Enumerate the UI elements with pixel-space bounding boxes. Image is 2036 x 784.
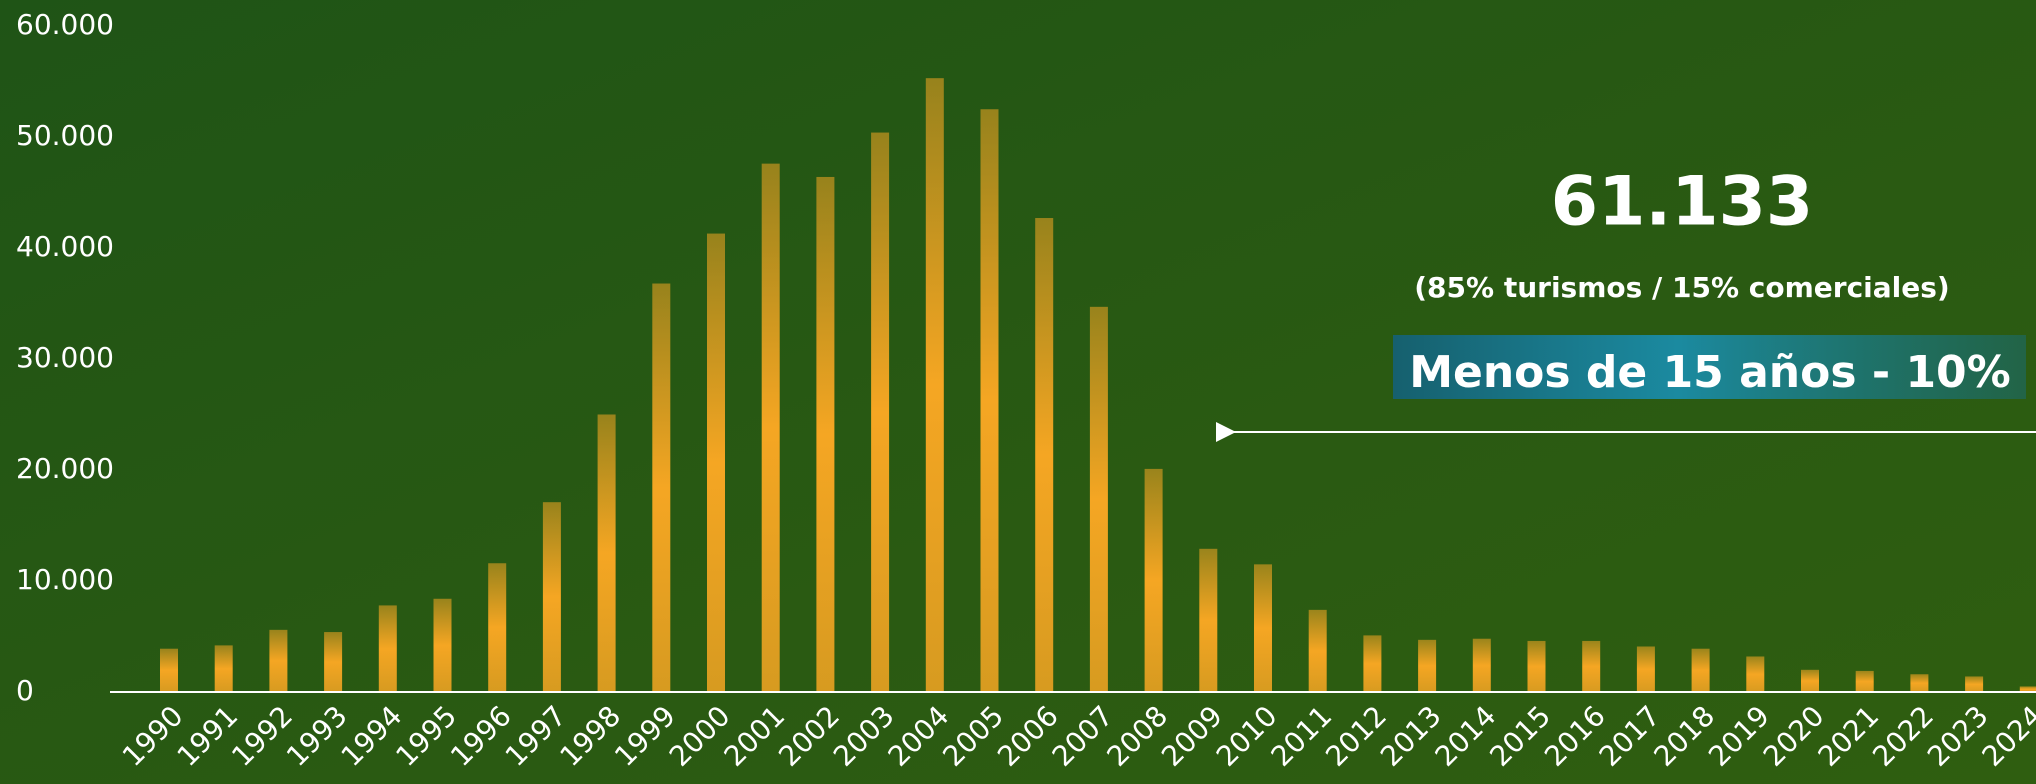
bar [925,78,944,693]
bar [1254,564,1272,692]
bar [597,414,616,692]
bar [1363,635,1382,692]
split-annotation: (85% turismos / 15% comerciales) [1414,271,1949,304]
highlight-annotation: Menos de 15 años - 10% [1409,347,2011,398]
bar [433,598,452,692]
y-tick-label: 10.000 [16,563,114,596]
bar [269,629,288,692]
total-annotation: 61.133 [1551,163,1813,242]
bar [980,109,999,692]
bar [1691,648,1710,692]
bar [1144,468,1163,692]
bar [160,648,178,692]
bar [1965,676,1984,692]
y-tick-label: 40.000 [16,230,114,263]
bars [160,78,2036,693]
bar [1199,548,1218,692]
bar [1636,646,1655,692]
bar [707,233,725,692]
bar [542,502,561,692]
bar [1418,639,1437,692]
bar [1801,669,1819,692]
bar [2019,686,2036,692]
y-tick-label: 60.000 [16,8,114,41]
bar [1582,640,1601,692]
bar [1308,609,1327,692]
bar [871,132,890,692]
bar [378,605,397,692]
y-tick-label: 0 [16,674,34,707]
bar [761,163,780,692]
bar [1855,670,1874,692]
bar [1746,656,1765,692]
bar [1910,674,1929,692]
bar [324,632,343,692]
bar [652,283,671,692]
bar [1472,638,1491,692]
bar [1527,640,1546,692]
bar [1089,306,1108,692]
highlight-box [1393,335,2026,399]
y-tick-label: 20.000 [16,452,114,485]
bar [214,645,233,692]
y-tick-label: 50.000 [16,119,114,152]
bar [488,563,507,692]
bar [1035,218,1054,692]
y-tick-label: 30.000 [16,341,114,374]
bar [816,176,835,692]
